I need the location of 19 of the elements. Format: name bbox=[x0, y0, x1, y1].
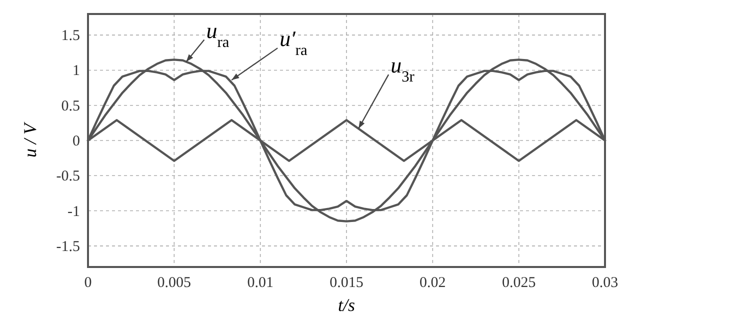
y-tick-label: -0.5 bbox=[56, 168, 80, 185]
annotation: u$_{ra}$ bbox=[206, 18, 230, 50]
x-tick-label: 0.025 bbox=[502, 275, 536, 291]
y-tick-label: 1 bbox=[72, 63, 80, 80]
annotation: u′$_{ra}$ bbox=[280, 26, 308, 59]
x-tick-label: 0.02 bbox=[420, 275, 446, 291]
x-tick-label: 0.01 bbox=[247, 275, 274, 291]
y-axis-title: u / V bbox=[20, 122, 40, 158]
y-tick-label: 0.5 bbox=[61, 98, 80, 114]
x-tick-label: 0.005 bbox=[157, 275, 192, 291]
annotation: u$_{3r}$ bbox=[390, 52, 414, 86]
y-tick-label: -1 bbox=[68, 204, 80, 220]
x-tick-label: 0 bbox=[84, 275, 92, 291]
y-tick-label: 1.5 bbox=[61, 28, 80, 44]
y-tick-label: -1.5 bbox=[56, 238, 80, 255]
y-tick-label: 0 bbox=[72, 134, 80, 150]
x-tick-label: 0.03 bbox=[592, 275, 618, 291]
x-axis-title: t/s bbox=[338, 295, 356, 315]
x-tick-label: 0.015 bbox=[330, 275, 364, 291]
